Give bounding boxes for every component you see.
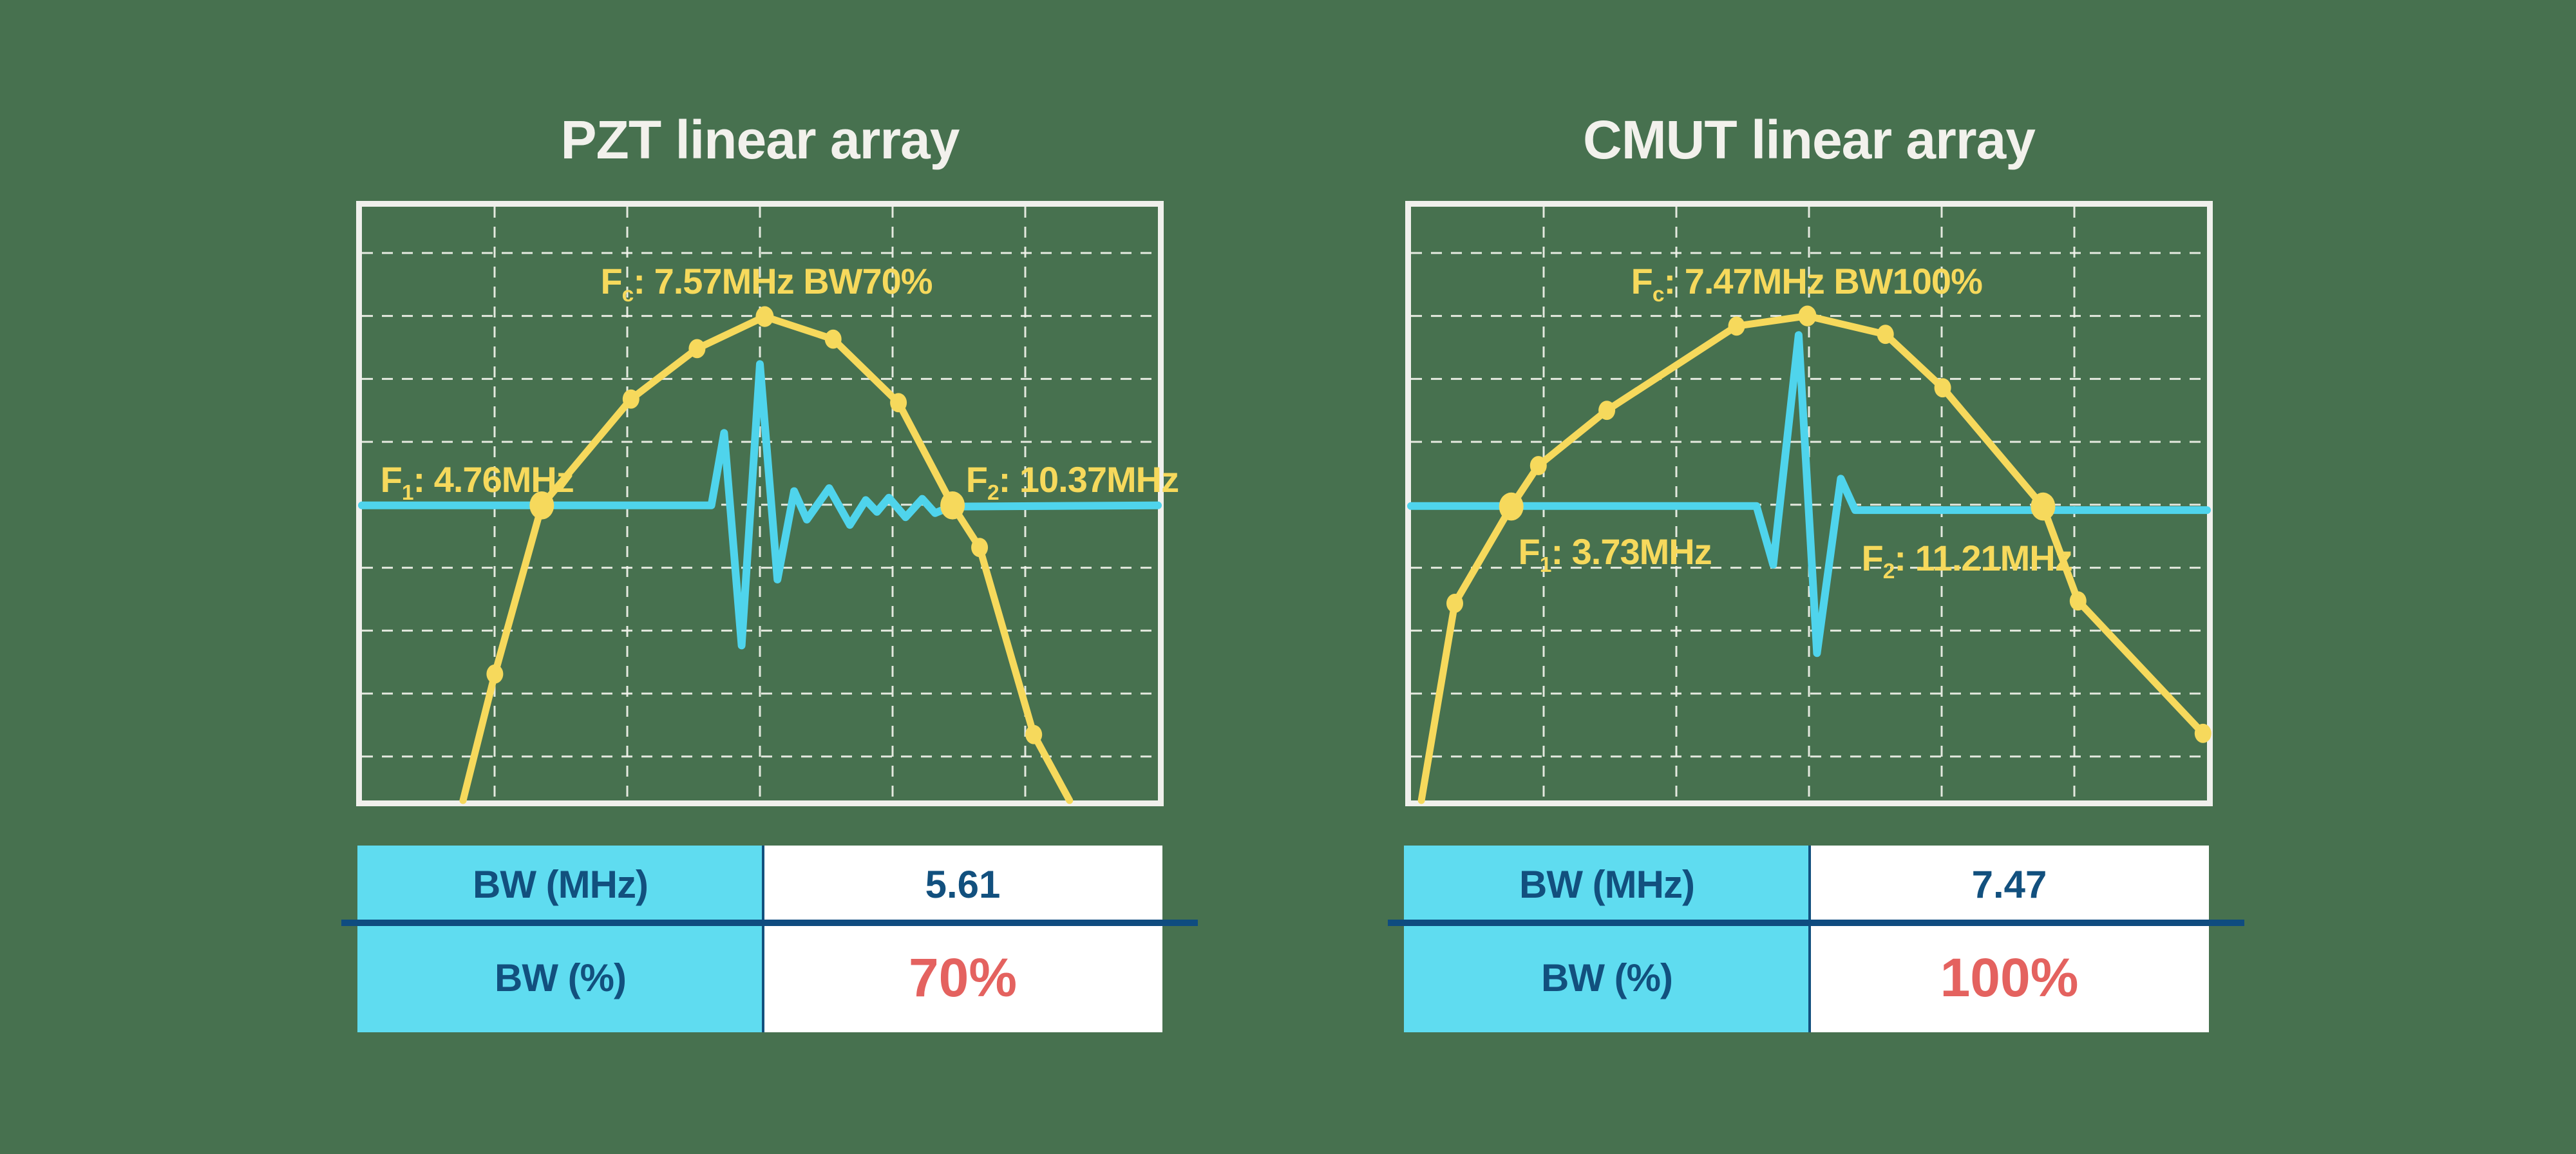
cmut-panel: CMUT linear array Fc: 7.47MHz BW100% F1:… xyxy=(1388,103,2244,1043)
pzt-fc-annotation: Fc: 7.57MHz BW70% xyxy=(600,261,933,307)
table-divider xyxy=(1388,920,2244,926)
pzt-bw-table: BW (MHz) 5.61 BW (%) 70% xyxy=(341,846,1198,1032)
table-column-rule xyxy=(762,846,764,1032)
cmut-bw-pct-value: 100% xyxy=(1810,923,2209,1032)
cmut-chart-svg xyxy=(1405,201,2213,806)
cmut-f2-annotation: F2: 11.21MHz xyxy=(1861,537,2073,583)
pzt-chart-title: PZT linear array xyxy=(560,109,960,170)
pzt-chart-svg xyxy=(356,201,1164,806)
cmut-fc-annotation: Fc: 7.47MHz BW100% xyxy=(1631,261,1983,307)
pzt-panel: PZT linear array Fc: 7.57MHz BW70% F1: 4… xyxy=(341,103,1198,1043)
bw-pct-label: BW (%) xyxy=(357,923,763,1032)
table-row: BW (MHz) 5.61 xyxy=(357,846,1162,923)
bw-pct-label: BW (%) xyxy=(1404,923,1810,1032)
pzt-f1-annotation: F1: 4.76MHz xyxy=(380,459,574,505)
bw-mhz-label: BW (MHz) xyxy=(1404,846,1810,923)
table-row: BW (MHz) 7.47 xyxy=(1404,846,2209,923)
cmut-chart-title: CMUT linear array xyxy=(1583,109,2036,170)
table-row: BW (%) 70% xyxy=(357,923,1162,1032)
table-column-rule xyxy=(1808,846,1811,1032)
cmut-bw-mhz-value: 7.47 xyxy=(1810,846,2209,923)
pzt-f2-annotation: F2: 10.37MHz xyxy=(965,459,1179,505)
table-row: BW (%) 100% xyxy=(1404,923,2209,1032)
cmut-f1-annotation: F1: 3.73MHz xyxy=(1518,531,1712,578)
table-divider xyxy=(341,920,1198,926)
bw-mhz-label: BW (MHz) xyxy=(357,846,763,923)
cmut-chart: Fc: 7.47MHz BW100% F1: 3.73MHz F2: 11.21… xyxy=(1405,201,2213,806)
pzt-bw-mhz-value: 5.61 xyxy=(763,846,1162,923)
pzt-bw-pct-value: 70% xyxy=(763,923,1162,1032)
cmut-bw-table: BW (MHz) 7.47 BW (%) 100% xyxy=(1388,846,2244,1032)
pzt-chart: Fc: 7.57MHz BW70% F1: 4.76MHz F2: 10.37M… xyxy=(356,201,1179,806)
